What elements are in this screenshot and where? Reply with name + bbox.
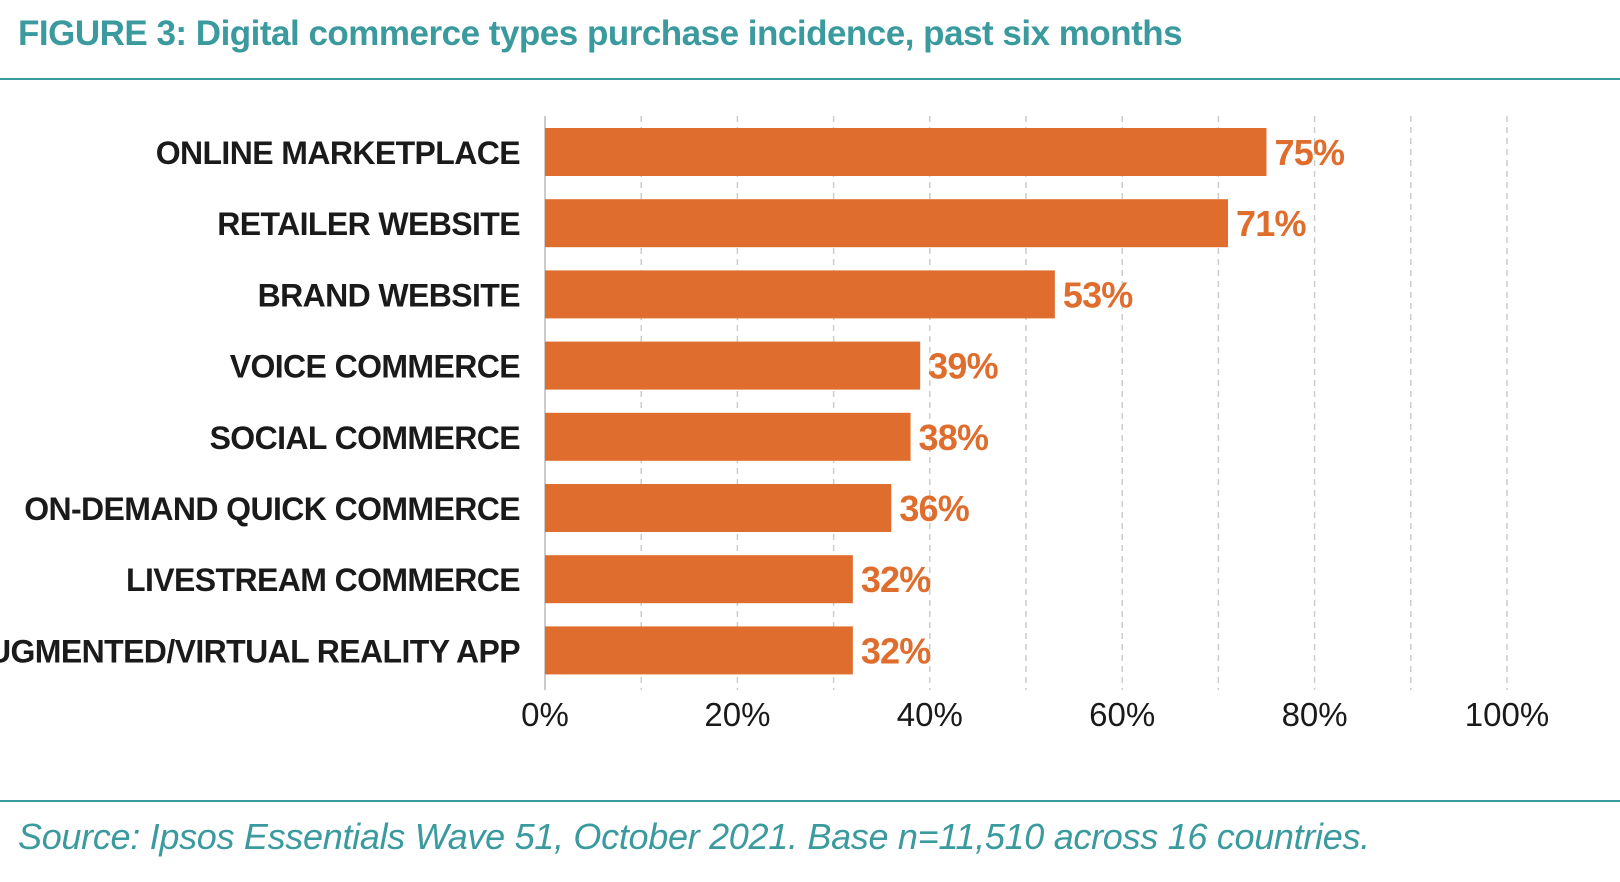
bar	[545, 626, 853, 675]
data-label: 32%	[861, 559, 931, 600]
data-label: 36%	[899, 488, 969, 529]
x-tick-label: 100%	[1465, 696, 1549, 733]
source-divider	[0, 800, 1620, 802]
category-label: SOCIAL COMMERCE	[210, 420, 521, 456]
bar	[545, 484, 892, 532]
x-tick-label: 0%	[521, 696, 569, 733]
data-label: 53%	[1063, 274, 1133, 315]
x-tick-label: 20%	[704, 696, 770, 733]
data-label: 71%	[1236, 203, 1306, 244]
category-label: BRAND WEBSITE	[258, 277, 521, 313]
category-label: ONLINE MARKETPLACE	[156, 135, 521, 171]
x-tick-label: 40%	[897, 696, 963, 733]
bar	[545, 199, 1229, 248]
bar	[545, 412, 911, 461]
category-label: RETAILER WEBSITE	[217, 206, 520, 242]
data-label: 38%	[919, 417, 989, 458]
data-label: 32%	[861, 630, 931, 671]
bar	[545, 555, 853, 604]
data-label: 39%	[928, 346, 998, 387]
category-label: AUGMENTED/VIRTUAL REALITY APP	[0, 633, 520, 669]
bar	[545, 270, 1055, 319]
bar	[545, 341, 921, 390]
category-label: VOICE COMMERCE	[230, 349, 521, 385]
title-divider	[0, 78, 1620, 80]
bar-chart: ONLINE MARKETPLACE 75% RETAILER WEBSITE 71%…	[0, 116, 1549, 733]
bar	[545, 128, 1267, 176]
data-label: 75%	[1275, 132, 1345, 173]
category-label: LIVESTREAM COMMERCE	[126, 562, 520, 598]
category-label: ON-DEMAND QUICK COMMERCE	[24, 491, 520, 527]
x-tick-label: 60%	[1089, 696, 1155, 733]
chart-title: FIGURE 3: Digital commerce types purchas…	[18, 14, 1183, 53]
source-note: Source: Ipsos Essentials Wave 51, Octobe…	[18, 816, 1370, 857]
x-tick-label: 80%	[1282, 696, 1348, 733]
